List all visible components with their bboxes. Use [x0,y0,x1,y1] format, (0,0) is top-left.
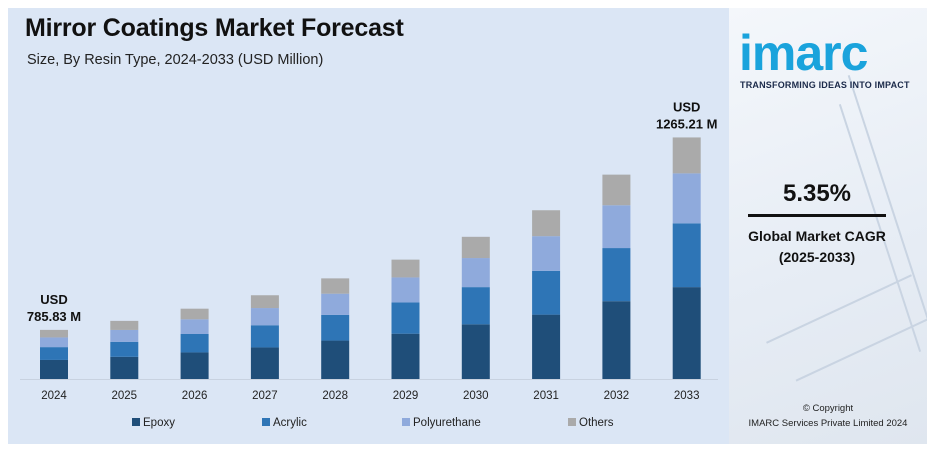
bar-segment-polyurethane-2031 [532,236,561,271]
bar-segment-acrylic-2032 [602,248,631,302]
x-tick-label: 2033 [674,390,700,402]
legend-swatch-polyurethane [402,418,410,426]
bar-segment-polyurethane-2026 [180,319,209,334]
bar-segment-epoxy-2029 [391,333,420,379]
x-tick-label: 2032 [604,390,630,402]
decorative-line [766,274,912,344]
legend-label-epoxy: Epoxy [143,417,175,429]
stacked-bar-chart: 2024 2025 2026 2027 2028 2029 2030 2031 2032 2033… [20,99,718,429]
decorative-line [847,75,927,361]
bar-segment-others-2033 [672,137,701,174]
bar-segment-others-2029 [391,259,420,278]
bar-segment-epoxy-2025 [110,356,139,379]
bar-segment-epoxy-2024 [40,359,68,379]
bar-segment-others-2025 [110,320,139,330]
legend-label-others: Others [579,417,614,429]
bar-segment-polyurethane-2033 [672,173,701,224]
cagr-value: 5.35% [782,180,852,207]
bar-segment-acrylic-2030 [461,287,490,325]
cagr-period: (2025-2033) [778,249,856,265]
total-label-currency: USD [673,99,700,114]
bar-segment-epoxy-2027 [250,347,279,379]
x-tick-label: 2024 [41,390,67,402]
bar-segment-acrylic-2024 [40,347,68,360]
x-tick-label: 2030 [463,390,489,402]
bar-segment-epoxy-2033 [672,287,701,379]
bar-segment-epoxy-2032 [602,301,631,379]
cagr-divider [748,214,886,217]
copyright-text: © Copyright [802,403,854,414]
bar-segment-acrylic-2033 [672,223,701,288]
imarc-logo: imarc [739,25,868,81]
bar-segment-others-2028 [321,278,350,294]
bar-segment-others-2026 [180,308,209,320]
bar-segment-polyurethane-2028 [321,293,350,315]
side-panel [729,8,927,444]
bar-segment-acrylic-2031 [532,270,561,315]
total-label-value: 785.83 M [27,309,81,324]
cagr-label: Global Market CAGR [748,228,886,244]
chart-title: Mirror Coatings Market Forecast [25,14,404,42]
x-tick-label: 2031 [533,390,559,402]
legend-label-acrylic: Acrylic [273,417,307,429]
x-tick-label: 2025 [112,390,138,402]
legend-swatch-others [568,418,576,426]
x-tick-label: 2029 [393,390,419,402]
bar-segment-epoxy-2030 [461,324,490,379]
bar-segment-acrylic-2025 [110,341,139,357]
bar-segment-acrylic-2029 [391,302,420,334]
bar-segment-epoxy-2026 [180,352,209,379]
bar-segment-acrylic-2026 [180,334,209,353]
x-tick-label: 2028 [322,390,348,402]
company-text: IMARC Services Private Limited 2024 [748,418,908,429]
bar-segment-others-2027 [250,295,279,309]
total-label-value: 1265.21 M [656,116,717,131]
bar-segment-others-2031 [532,210,561,237]
legend-swatch-acrylic [262,418,270,426]
x-tick-label: 2026 [182,390,208,402]
decorative-line [795,316,927,382]
bar-segment-epoxy-2031 [532,314,561,379]
legend-swatch-epoxy [132,418,140,426]
brand-tagline: TRANSFORMING IDEAS INTO IMPACT [740,80,910,90]
legend-label-polyurethane: Polyurethane [413,417,481,429]
bar-segment-epoxy-2028 [321,340,350,379]
bar-segment-acrylic-2027 [250,325,279,348]
bar-segment-polyurethane-2027 [250,308,279,326]
x-tick-label: 2027 [252,390,278,402]
bar-segment-acrylic-2028 [321,314,350,341]
chart-subtitle: Size, By Resin Type, 2024-2033 (USD Mill… [27,52,324,68]
total-label-currency: USD [40,292,67,307]
bar-segment-others-2024 [40,329,68,338]
bar-segment-polyurethane-2024 [40,337,68,348]
bar-segment-polyurethane-2029 [391,277,420,303]
bar-segment-polyurethane-2032 [602,205,631,249]
bar-segment-polyurethane-2025 [110,329,139,342]
bar-segment-others-2032 [602,174,631,206]
bar-segment-polyurethane-2030 [461,258,490,288]
bar-segment-others-2030 [461,236,490,259]
